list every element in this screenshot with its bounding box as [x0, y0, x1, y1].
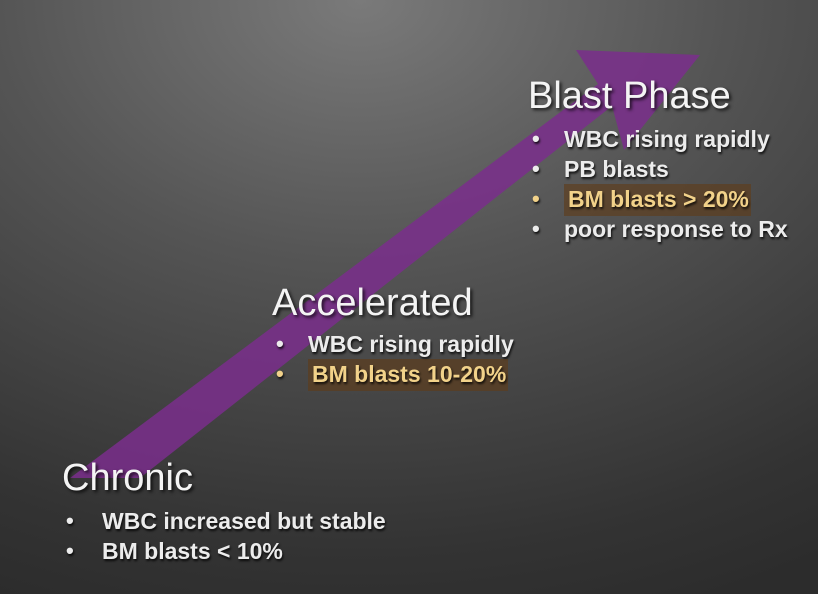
bullet-item: WBC rising rapidly: [528, 124, 788, 154]
bullet-item-highlighted: BM blasts > 20%: [528, 183, 788, 216]
phase-title-accelerated: Accelerated: [272, 282, 473, 324]
phase-title-blast: Blast Phase: [528, 75, 731, 117]
phase-accelerated: Accelerated WBC rising rapidly BM blasts…: [272, 282, 514, 391]
bullet-item: poor response to Rx: [528, 214, 788, 244]
bullet-list-blast: WBC rising rapidly PB blasts BM blasts >…: [528, 124, 788, 244]
bullet-text: WBC rising rapidly: [308, 330, 514, 357]
bullet-text: BM blasts 10-20%: [308, 358, 509, 391]
bullet-item: WBC rising rapidly: [272, 329, 514, 359]
phase-title-chronic: Chronic: [62, 457, 193, 499]
bullet-text: poor response to Rx: [564, 215, 788, 242]
bullet-list-chronic: WBC increased but stable BM blasts < 10%: [62, 506, 386, 566]
bullet-text: BM blasts > 20%: [564, 183, 751, 216]
bullet-item-highlighted: BM blasts 10-20%: [272, 358, 514, 391]
bullet-text: BM blasts < 10%: [102, 537, 283, 564]
bullet-item: BM blasts < 10%: [62, 536, 386, 566]
bullet-list-accelerated: WBC rising rapidly BM blasts 10-20%: [272, 329, 514, 391]
phase-chronic: Chronic WBC increased but stable BM blas…: [62, 457, 386, 566]
bullet-text: WBC increased but stable: [102, 507, 386, 534]
bullet-item: PB blasts: [528, 154, 788, 184]
bullet-item: WBC increased but stable: [62, 506, 386, 536]
bullet-text: PB blasts: [564, 155, 669, 182]
phase-blast: Blast Phase WBC rising rapidly PB blasts…: [528, 75, 788, 244]
bullet-text: WBC rising rapidly: [564, 125, 770, 152]
